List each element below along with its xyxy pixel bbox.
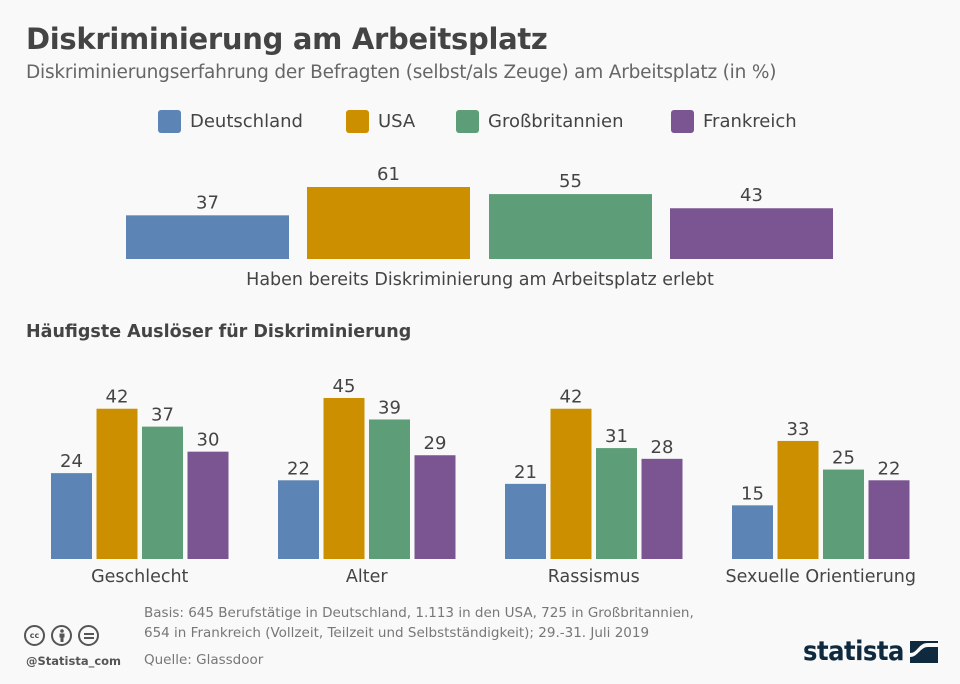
data-label: 37	[196, 192, 219, 213]
data-label: 43	[740, 185, 763, 206]
basis-note-line2: 654 in Frankreich (Vollzeit, Teilzeit un…	[144, 625, 649, 641]
category-label: Rassismus	[548, 567, 640, 587]
data-label: 24	[60, 451, 83, 472]
data-label: 22	[878, 458, 901, 479]
data-label: 25	[832, 448, 855, 469]
statista-handle: @Statista_com	[26, 654, 121, 668]
section-title: Häufigste Auslöser für Diskriminierung	[26, 322, 411, 342]
bar-usa	[307, 187, 470, 259]
data-label: 22	[287, 458, 310, 479]
data-label: 45	[333, 376, 356, 397]
statista-logo[interactable]: statista	[803, 636, 938, 667]
basis-note-line1: Basis: 645 Berufstätige in Deutschland, …	[144, 605, 694, 621]
bar-großbritannien	[142, 427, 183, 559]
bar-großbritannien	[489, 194, 652, 259]
bar-usa	[778, 441, 819, 559]
data-label: 61	[377, 164, 400, 185]
nd-icon	[78, 625, 99, 646]
data-label: 30	[197, 430, 220, 451]
category-label: Sexuelle Orientierung	[725, 567, 916, 587]
bar-deutschland	[278, 480, 319, 559]
bar-deutschland	[126, 215, 289, 259]
bar-großbritannien	[369, 419, 410, 559]
source-note: Quelle: Glassdoor	[144, 652, 263, 668]
bar-frankreich	[670, 208, 833, 259]
data-label: 55	[559, 171, 582, 192]
bar-frankreich	[188, 452, 229, 559]
data-label: 39	[378, 397, 401, 418]
bar-usa	[324, 398, 365, 559]
bar-frankreich	[415, 455, 456, 559]
statista-logo-icon	[910, 641, 938, 663]
data-label: 42	[106, 387, 129, 408]
category-label: Geschlecht	[91, 567, 188, 587]
data-label: 15	[741, 483, 764, 504]
bar-großbritannien	[823, 470, 864, 559]
category-label: Haben bereits Diskriminierung am Arbeits…	[246, 270, 714, 290]
data-label: 42	[560, 387, 583, 408]
charts-canvas: 37 61 55 43 Haben bereits Diskriminierung am…	[0, 0, 960, 684]
data-label: 29	[424, 433, 447, 454]
license-icons: cc	[24, 625, 99, 646]
data-label: 31	[605, 426, 628, 447]
bar-usa	[551, 409, 592, 559]
by-icon	[51, 625, 72, 646]
bar-großbritannien	[596, 448, 637, 559]
bar-usa	[97, 409, 138, 559]
data-label: 37	[151, 405, 174, 426]
data-label: 21	[514, 462, 537, 483]
data-label: 28	[651, 437, 674, 458]
category-label: Alter	[346, 567, 388, 587]
cc-icon: cc	[24, 625, 45, 646]
data-label: 33	[787, 419, 810, 440]
bar-deutschland	[732, 505, 773, 559]
bar-frankreich	[642, 459, 683, 559]
bar-frankreich	[869, 480, 910, 559]
logo-text: statista	[803, 636, 904, 667]
bar-deutschland	[505, 484, 546, 559]
bar-deutschland	[51, 473, 92, 559]
